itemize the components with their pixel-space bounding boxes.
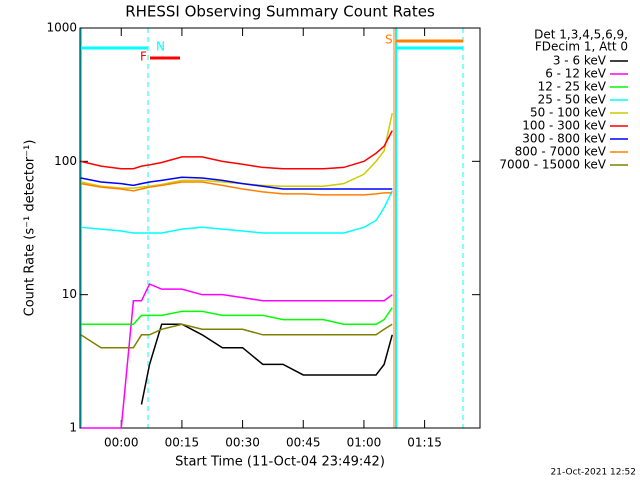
x-tick-label: 00:00: [104, 436, 139, 450]
x-tick-label: 00:15: [165, 436, 200, 450]
series-line: [80, 283, 393, 429]
series-line: [140, 323, 393, 405]
y-tick-label: 10: [62, 287, 77, 301]
x-tick-label: 00:30: [225, 436, 260, 450]
legend-label: 100 - 300 keV: [522, 119, 606, 133]
legend-label: 800 - 7000 keV: [515, 145, 607, 159]
x-axis-label: Start Time (11-Oct-04 23:49:42): [175, 455, 385, 470]
legend-label: 25 - 50 keV: [538, 93, 607, 107]
flag-label: S: [385, 33, 393, 47]
legend-label: 7000 - 15000 keV: [499, 158, 606, 172]
legend-label: 3 - 6 keV: [553, 54, 607, 68]
legend-label: 300 - 800 keV: [522, 132, 606, 146]
flag-label: N: [156, 40, 165, 54]
y-tick-label: 1000: [46, 21, 77, 35]
series-line: [80, 307, 393, 325]
series-line: [80, 190, 393, 234]
series-line: [80, 181, 393, 196]
legend-header: FDecim 1, Att 0: [535, 40, 628, 54]
y-tick-label: 1: [69, 421, 77, 435]
legend-label: 6 - 12 keV: [545, 67, 607, 81]
legend-label: 50 - 100 keV: [530, 106, 607, 120]
x-tick-label: 01:00: [347, 436, 382, 450]
flag-label: F: [140, 50, 147, 64]
series-line: [80, 130, 393, 170]
series-line: [80, 176, 393, 190]
plot-frame: [79, 27, 481, 429]
x-tick-label: 01:15: [407, 436, 442, 450]
legend-header: Det 1,3,4,5,6,9,: [534, 28, 628, 42]
legend-label: 12 - 25 keV: [538, 80, 607, 94]
x-tick-label: 00:45: [286, 436, 321, 450]
series-line: [80, 323, 393, 349]
series-line: [80, 112, 393, 189]
footer: 21-Oct-2021 12:52: [551, 468, 636, 478]
y-axis-label: Count Rate (s⁻¹ detector⁻¹): [23, 140, 38, 317]
chart-title: RHESSI Observing Summary Count Rates: [125, 3, 435, 21]
y-tick-label: 100: [54, 154, 77, 168]
